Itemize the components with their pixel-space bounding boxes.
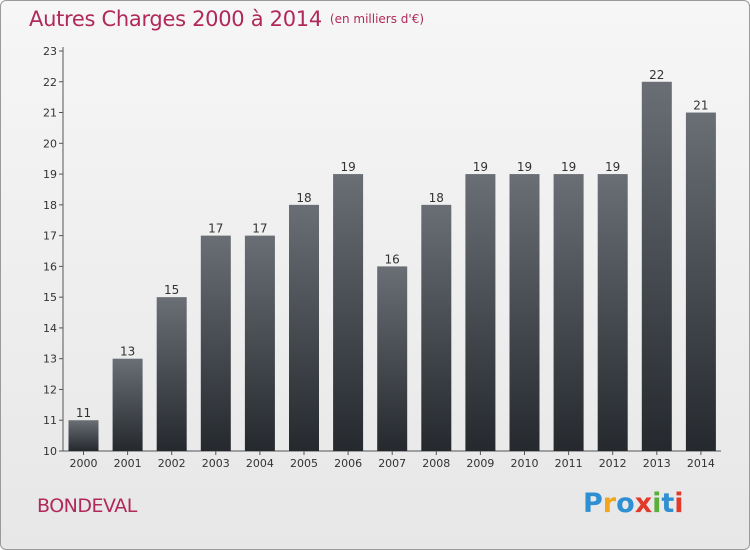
chart-bars <box>68 81 716 452</box>
data-label-2010: 19 <box>517 160 532 174</box>
data-label-2004: 17 <box>252 222 267 236</box>
bar-2002 <box>156 297 187 451</box>
bar-2011 <box>553 174 584 452</box>
x-tick-label-2001: 2001 <box>114 457 142 470</box>
y-tick-label: 18 <box>43 199 57 212</box>
logo-letter: i <box>674 488 684 519</box>
bar-2004 <box>244 235 275 451</box>
bar-2007 <box>377 266 408 451</box>
y-tick-label: 12 <box>43 383 57 396</box>
logo-letter: r <box>602 488 617 519</box>
x-tick-label-2014: 2014 <box>687 457 715 470</box>
chart-axes: 10 11 12 13 14 15 16 17 18 19 20 21 22 23 2000 2001 2002… <box>43 45 721 470</box>
y-tick-label: 10 <box>43 445 57 458</box>
y-tick-label: 22 <box>43 76 57 89</box>
data-label-2014: 21 <box>693 99 708 113</box>
bar-2000 <box>68 420 99 451</box>
x-tick-label-2012: 2012 <box>599 457 627 470</box>
data-label-2005: 18 <box>296 191 311 205</box>
x-tick-label-2000: 2000 <box>70 457 98 470</box>
y-tick-label: 20 <box>43 137 57 150</box>
x-tick-label-2006: 2006 <box>334 457 362 470</box>
city-name: BONDEVAL <box>37 495 137 517</box>
x-tick-label-2011: 2011 <box>555 457 583 470</box>
logo-letter: x <box>634 488 653 519</box>
x-tick-label-2004: 2004 <box>246 457 274 470</box>
bar-2005 <box>289 204 319 451</box>
x-tick-label-2007: 2007 <box>378 457 406 470</box>
chart-title: Autres Charges 2000 à 2014 (en milliers d… <box>29 7 424 31</box>
proxiti-logo: Proxiti <box>583 488 684 519</box>
data-label-2002: 15 <box>164 283 179 297</box>
data-label-2011: 19 <box>561 160 576 174</box>
logo-letter: o <box>616 488 635 519</box>
bar-2001 <box>112 358 143 451</box>
data-label-2013: 22 <box>649 68 664 82</box>
chart-subtitle: (en milliers d'€) <box>329 12 425 26</box>
data-label-2008: 18 <box>429 191 444 205</box>
x-tick-label-2002: 2002 <box>158 457 186 470</box>
y-tick-label: 14 <box>43 322 57 335</box>
y-tick-label: 15 <box>43 291 57 304</box>
bar-2009 <box>465 174 496 452</box>
data-label-2007: 16 <box>385 252 400 266</box>
data-label-2000: 11 <box>76 406 91 420</box>
y-tick-label: 19 <box>43 168 57 181</box>
x-tick-label-2009: 2009 <box>466 457 494 470</box>
chart-labels: 11 13 15 17 17 18 19 16 18 19 19 19 19 22 21 <box>76 68 709 420</box>
logo-letter: t <box>661 488 675 519</box>
x-tick-label-2003: 2003 <box>202 457 230 470</box>
x-tick-label-2010: 2010 <box>511 457 539 470</box>
y-tick-label: 16 <box>43 260 57 273</box>
y-tick-label: 13 <box>43 353 57 366</box>
logo-letter: i <box>652 488 662 519</box>
bar-2008 <box>421 204 452 451</box>
data-label-2009: 19 <box>473 160 488 174</box>
bar-2014 <box>685 112 716 452</box>
data-label-2006: 19 <box>340 160 355 174</box>
x-tick-label-2008: 2008 <box>422 457 450 470</box>
bar-2013 <box>641 81 672 452</box>
x-tick-label-2013: 2013 <box>643 457 671 470</box>
x-tick-label-2005: 2005 <box>290 457 318 470</box>
data-label-2012: 19 <box>605 160 620 174</box>
bar-2012 <box>597 174 628 452</box>
data-label-2003: 17 <box>208 222 223 236</box>
y-tick-label: 11 <box>43 414 57 427</box>
chart-title-text: Autres Charges 2000 à 2014 <box>29 7 322 31</box>
bar-2006 <box>333 174 364 452</box>
bar-2003 <box>200 235 231 451</box>
y-tick-label: 17 <box>43 230 57 243</box>
y-tick-label: 21 <box>43 107 57 120</box>
bar-2010 <box>509 174 540 452</box>
data-label-2001: 13 <box>120 345 135 359</box>
logo-letter: P <box>583 488 603 519</box>
y-tick-label: 23 <box>43 45 57 58</box>
